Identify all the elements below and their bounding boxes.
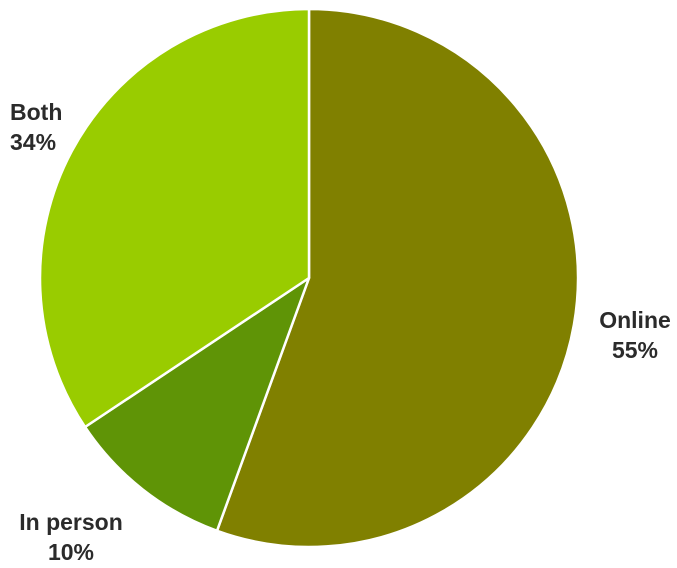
slice-label-both: Both 34%: [10, 97, 62, 157]
pie-slice-in-person: [83, 276, 311, 533]
slice-label-both-pct: 34%: [10, 129, 57, 155]
slice-label-both-name: Both: [10, 99, 63, 125]
pie-slice-online: [215, 7, 580, 549]
slice-label-in-person: In person 10%: [11, 507, 131, 567]
slice-label-online-name: Online: [599, 307, 671, 333]
slice-label-online-pct: 55%: [611, 337, 659, 363]
pie-slices: [38, 7, 580, 549]
pie-slice-both: [38, 7, 311, 429]
slice-label-in-person-pct: 10%: [47, 539, 95, 565]
slice-label-online: Online 55%: [592, 305, 677, 365]
slice-label-in-person-name: In person: [19, 509, 123, 535]
